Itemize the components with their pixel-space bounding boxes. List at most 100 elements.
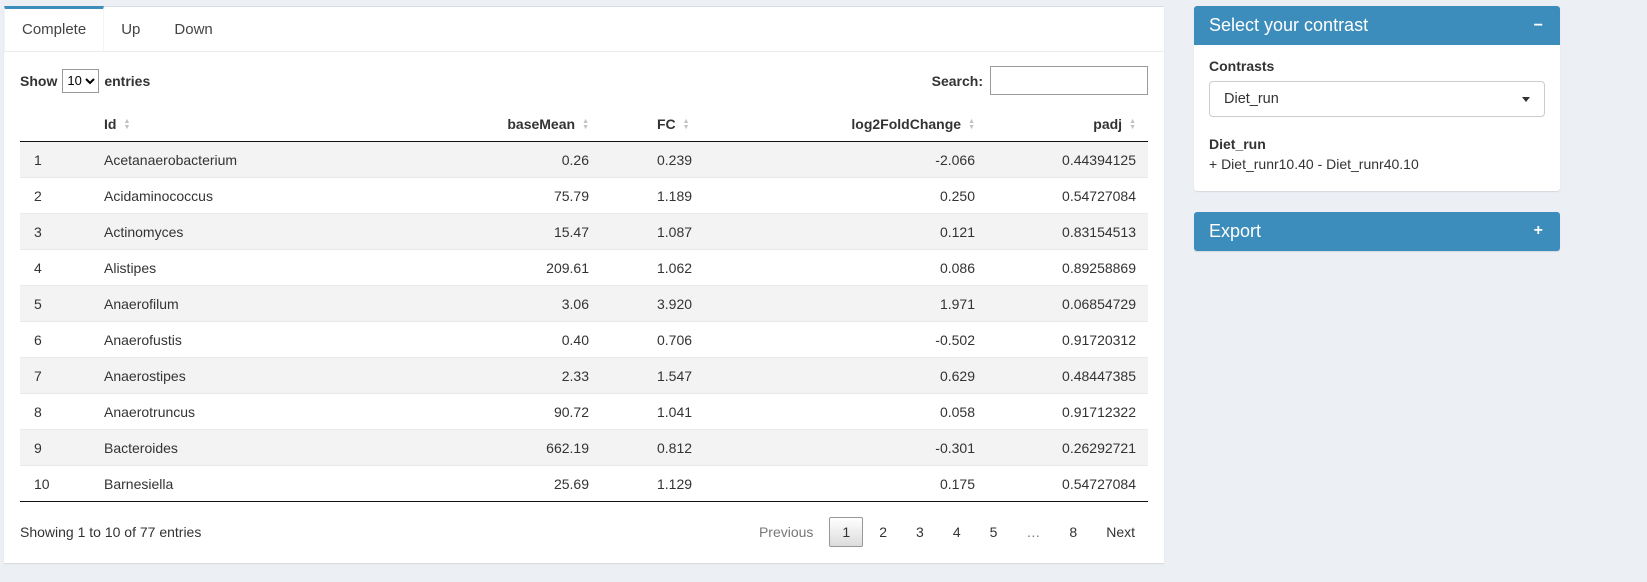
table-row: 3 Actinomyces 15.47 1.087 0.121 0.83154513 (20, 213, 1148, 250)
column-header-fc[interactable]: FC (599, 107, 715, 142)
table-cell: 1.041 (599, 393, 715, 430)
table-cell: 0.89258869 (985, 249, 1148, 286)
table-cell: 0.175 (715, 465, 985, 502)
table-cell: 3.06 (394, 285, 599, 322)
table-cell: 0.54727084 (985, 465, 1148, 502)
column-header-padj[interactable]: padj (985, 107, 1148, 142)
table-cell: 0.121 (715, 213, 985, 250)
table-cell: 0.086 (715, 249, 985, 286)
table-cell: 0.812 (599, 429, 715, 466)
export-box: Export + (1194, 211, 1560, 251)
table-footer: Showing 1 to 10 of 77 entries Previous 1… (20, 502, 1148, 553)
table-cell: Bacteroides (94, 429, 394, 466)
table-cell: 1 (34, 151, 42, 168)
table-cell: 1.189 (599, 177, 715, 214)
pagination-page-3[interactable]: 3 (916, 524, 924, 540)
tab-content-complete: Show 10 entries Search: Id baseMean FC log2… (4, 52, 1164, 563)
table-cell: 6 (20, 321, 94, 358)
column-header-label: log2FoldChange (851, 116, 962, 132)
pagination-page-8[interactable]: 8 (1069, 524, 1078, 540)
search-input[interactable] (990, 66, 1148, 95)
table-cell: -0.502 (715, 321, 985, 358)
table-cell: 0.91712322 (985, 393, 1148, 430)
table-cell: 0.250 (715, 177, 985, 214)
collapse-minus-icon[interactable]: − (1533, 16, 1543, 34)
table-cell: 10 (20, 465, 94, 502)
table-cell: -0.301 (715, 429, 985, 466)
contrast-box-body: Contrasts Diet_run Diet_run + Diet_runr1… (1194, 45, 1560, 191)
table-cell: 0.629 (715, 357, 985, 394)
entries-select[interactable]: 10 (62, 68, 100, 93)
table-cell: Actinomyces (94, 213, 394, 250)
tab-up[interactable]: Up (121, 21, 141, 38)
table-body: 1 Acetanaerobacterium 0.26 0.239 -2.066 0.443… (20, 141, 1148, 502)
table-info: Showing 1 to 10 of 77 entries (20, 524, 202, 540)
contrast-select[interactable]: Diet_run (1209, 81, 1545, 117)
column-header-id[interactable]: Id (94, 107, 394, 142)
column-header-basemean[interactable]: baseMean (394, 107, 599, 142)
sort-both-icon (582, 119, 589, 132)
table-row: 6 Anaerofustis 0.40 0.706 -0.502 0.91720312 (20, 321, 1148, 358)
table-cell: Acidaminococcus (94, 177, 394, 214)
sort-both-icon (1129, 119, 1136, 132)
search-label: Search: (931, 72, 983, 89)
column-header-label: Id (104, 116, 117, 132)
table-cell: -2.066 (935, 151, 975, 168)
table-cell: 3.920 (599, 285, 715, 322)
table-cell: 1.547 (599, 357, 715, 394)
contrast-box: Select your contrast − Contrasts Diet_ru… (1194, 6, 1560, 191)
export-box-header: Export + (1194, 211, 1560, 251)
pagination-next-button[interactable]: Next (1106, 524, 1135, 540)
contrast-detail: Diet_run + Diet_runr10.40 - Diet_runr40.… (1209, 134, 1545, 175)
table-row: 8 Anaerotruncus 90.72 1.041 0.058 0.91712322 (20, 393, 1148, 430)
results-tabs: Complete Up Down (4, 6, 1164, 52)
table-cell: 75.79 (394, 177, 599, 214)
table-cell: Acetanaerobacterium (104, 151, 238, 168)
table-cell: Anaerofustis (94, 321, 394, 358)
table-header-row: Id baseMean FC log2FoldChange padj (20, 107, 1148, 142)
results-table: Id baseMean FC log2FoldChange padj 1 Acetanae… (20, 107, 1148, 502)
collapse-plus-icon[interactable]: + (1533, 222, 1543, 240)
table-cell: 9 (20, 429, 94, 466)
table-cell: 2.33 (394, 357, 599, 394)
table-cell: 3 (20, 213, 94, 250)
table-cell: Alistipes (94, 249, 394, 286)
table-row: 10 Barnesiella 25.69 1.129 0.175 0.54727084 (20, 465, 1148, 502)
pagination-page-4[interactable]: 4 (952, 524, 961, 540)
table-cell: 0.26 (561, 151, 589, 168)
table-cell: 0.26292721 (985, 429, 1148, 466)
table-cell: 0.058 (715, 393, 985, 430)
table-cell: 0.54727084 (985, 177, 1148, 214)
table-row: 5 Anaerofilum 3.06 3.920 1.971 0.06854729 (20, 285, 1148, 322)
pagination-ellipsis: … (1026, 524, 1041, 540)
table-row: 2 Acidaminococcus 75.79 1.189 0.250 0.5472708… (20, 177, 1148, 214)
pagination-page-2[interactable]: 2 (879, 524, 888, 540)
table-cell: 8 (20, 393, 94, 430)
show-label: Show (20, 72, 58, 89)
column-header-label: baseMean (507, 116, 576, 132)
tab-down[interactable]: Down (174, 21, 213, 38)
table-cell: 0.48447385 (985, 357, 1148, 394)
table-cell: 5 (20, 285, 94, 322)
pagination-page-1[interactable]: 1 (829, 517, 864, 547)
table-cell: 7 (20, 357, 94, 394)
entries-length-control: Show 10 entries (20, 68, 150, 93)
table-cell: 0.44394125 (1062, 151, 1136, 168)
table-cell: 1.062 (599, 249, 715, 286)
table-cell: 0.83154513 (985, 213, 1148, 250)
pagination-previous-button[interactable]: Previous (758, 524, 814, 540)
table-cell: 4 (20, 249, 94, 286)
table-row: 9 Bacteroides 662.19 0.812 -0.301 0.26292721 (20, 429, 1148, 466)
tab-complete[interactable]: Complete (4, 6, 105, 51)
column-header-rownum (20, 107, 94, 142)
pagination: Previous 1 2 3 4 5 … 8 Next (743, 517, 1148, 547)
table-cell: 15.47 (394, 213, 599, 250)
pagination-page-5[interactable]: 5 (989, 524, 998, 540)
table-cell: 662.19 (394, 429, 599, 466)
table-cell: 1.971 (715, 285, 985, 322)
table-cell: 0.06854729 (985, 285, 1148, 322)
page: Complete Up Down Show 10 entries Search: (0, 0, 1647, 563)
column-header-log2foldchange[interactable]: log2FoldChange (715, 107, 985, 142)
column-header-label: FC (657, 116, 676, 132)
contrast-box-header: Select your contrast − (1194, 6, 1560, 45)
